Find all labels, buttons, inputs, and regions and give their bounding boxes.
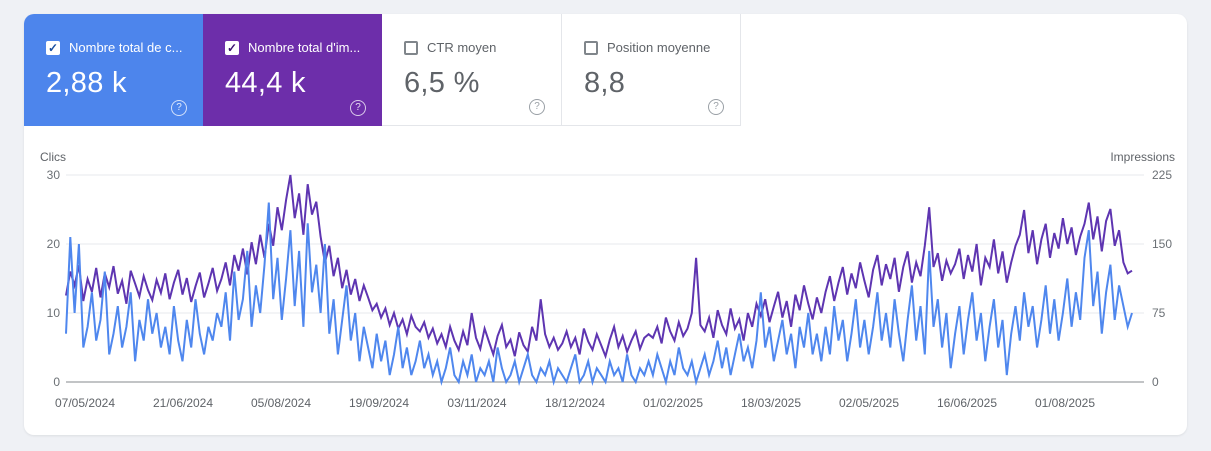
card-total-clicks[interactable]: ✓ Nombre total de c... 2,88 k ? [24,14,203,126]
svg-text:0: 0 [53,375,60,389]
performance-panel: ✓ Nombre total de c... 2,88 k ? ✓ Nombre… [24,14,1187,435]
help-icon[interactable]: ? [708,99,724,115]
card-value: 6,5 % [404,67,480,99]
svg-text:19/09/2024: 19/09/2024 [349,396,409,410]
card-label: Nombre total d'im... [248,40,361,55]
card-label: Nombre total de c... [69,40,183,55]
svg-text:18/12/2024: 18/12/2024 [545,396,605,410]
checkbox-average-ctr[interactable] [404,40,418,55]
svg-text:05/08/2024: 05/08/2024 [251,396,311,410]
checkbox-total-clicks[interactable]: ✓ [46,40,60,55]
card-value: 8,8 [584,67,626,99]
card-label: CTR moyen [427,40,497,55]
help-icon[interactable]: ? [529,99,545,115]
svg-text:30: 30 [47,168,61,182]
svg-text:01/08/2025: 01/08/2025 [1035,396,1095,410]
checkbox-average-position[interactable] [584,40,598,55]
checkbox-total-impressions[interactable]: ✓ [225,40,239,55]
card-total-impressions[interactable]: ✓ Nombre total d'im... 44,4 k ? [203,14,382,126]
svg-text:03/11/2024: 03/11/2024 [447,396,506,410]
help-icon[interactable]: ? [350,100,366,116]
svg-text:0: 0 [1152,375,1159,389]
svg-text:07/05/2024: 07/05/2024 [55,396,115,410]
help-icon[interactable]: ? [171,100,187,116]
right-axis-title: Impressions [1110,150,1175,164]
card-average-ctr[interactable]: CTR moyen 6,5 % ? [382,14,562,126]
svg-text:18/03/2025: 18/03/2025 [741,396,801,410]
svg-text:01/02/2025: 01/02/2025 [643,396,703,410]
card-value: 44,4 k [225,67,306,99]
svg-text:150: 150 [1152,237,1172,251]
card-value: 2,88 k [46,67,127,99]
svg-text:20: 20 [47,237,61,251]
svg-text:75: 75 [1152,306,1166,320]
left-axis-title: Clics [40,150,66,164]
card-label: Position moyenne [607,40,711,55]
svg-text:10: 10 [47,306,61,320]
card-average-position[interactable]: Position moyenne 8,8 ? [562,14,741,126]
svg-text:16/06/2025: 16/06/2025 [937,396,997,410]
svg-text:02/05/2025: 02/05/2025 [839,396,899,410]
performance-line-chart: 30 20 10 0 225 150 75 0 07/05/2024 21/06/2024 05/0… [47,168,1173,410]
svg-text:225: 225 [1152,168,1172,182]
svg-text:21/06/2024: 21/06/2024 [153,396,213,410]
